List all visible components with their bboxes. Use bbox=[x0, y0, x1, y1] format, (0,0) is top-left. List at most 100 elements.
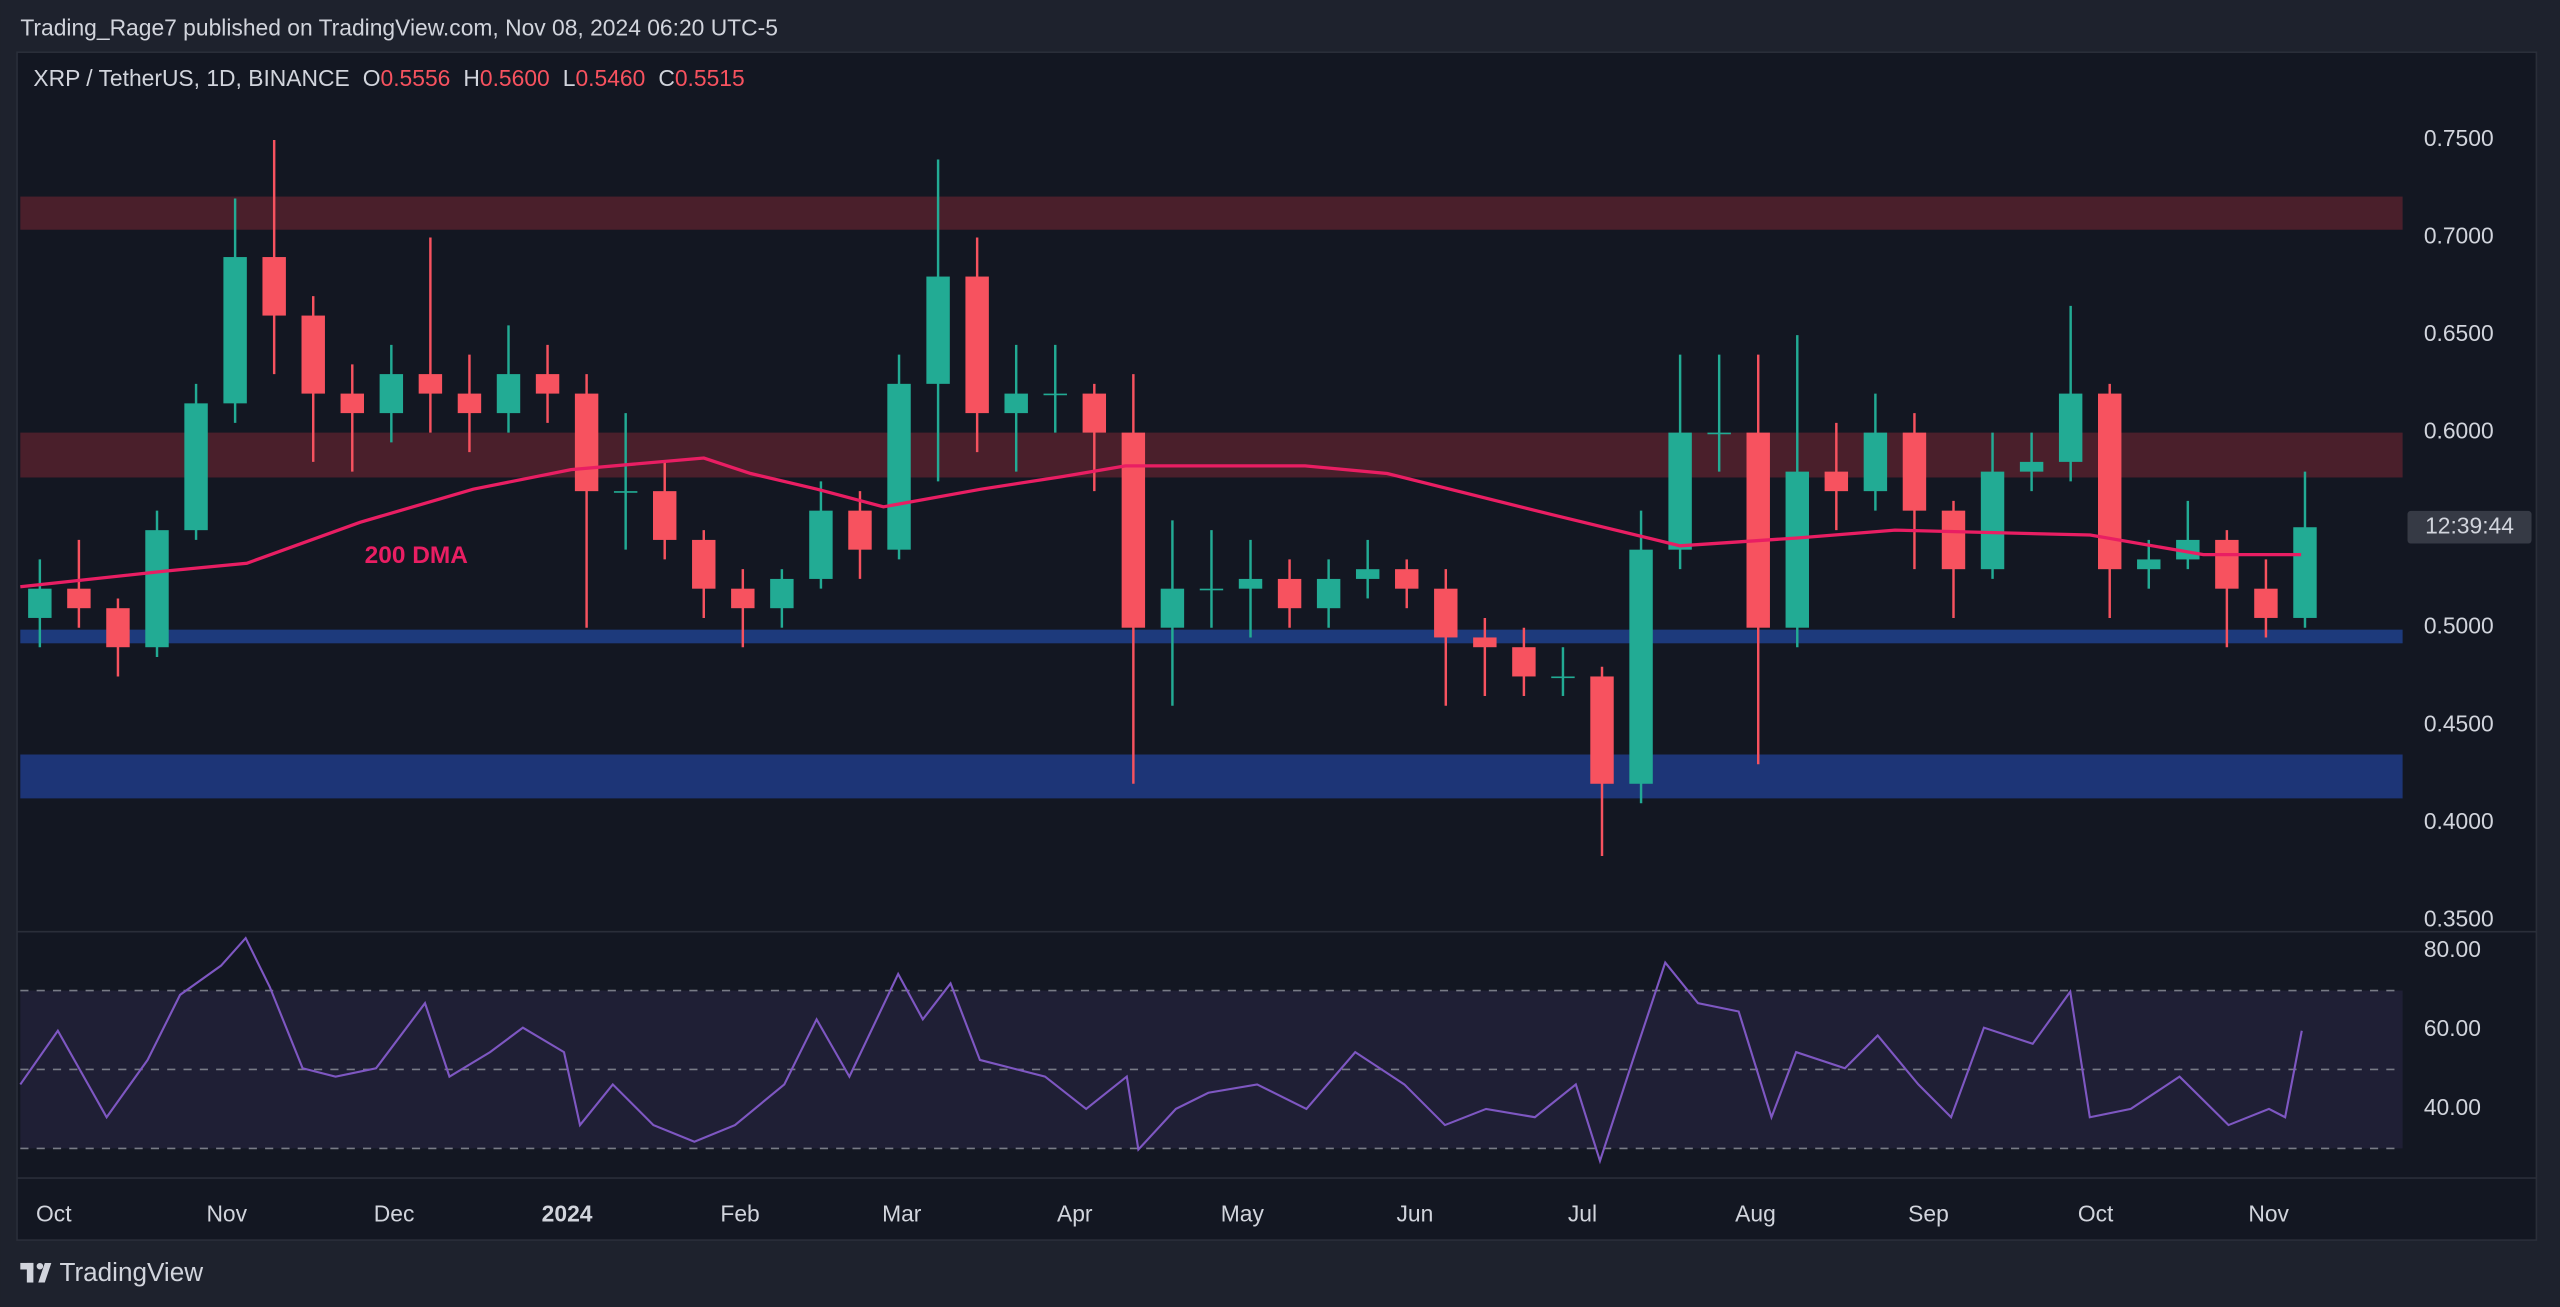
candle-body bbox=[652, 491, 677, 540]
candle-body bbox=[1082, 393, 1107, 433]
candle-body bbox=[1512, 647, 1536, 677]
candle-body bbox=[1199, 588, 1224, 591]
candle-body bbox=[1004, 393, 1028, 414]
candle-body bbox=[1941, 510, 1966, 570]
footer-logo bbox=[20, 1262, 52, 1283]
candle-body bbox=[2254, 588, 2278, 618]
candle-body bbox=[67, 588, 91, 609]
candle-body bbox=[2293, 527, 2317, 618]
candle-body bbox=[457, 393, 482, 414]
zone bbox=[20, 432, 2403, 478]
x-tick-label: Sep bbox=[1908, 1201, 1949, 1227]
ma-label: 200 DMA bbox=[365, 542, 469, 569]
candle-body bbox=[848, 510, 872, 550]
symbol-legend: XRP / TetherUS, 1D, BINANCE O0.5556 H0.560… bbox=[33, 65, 744, 91]
x-tick-label: Dec bbox=[374, 1201, 415, 1227]
x-tick-label: Mar bbox=[882, 1201, 922, 1227]
candle-body bbox=[184, 403, 208, 531]
header: Trading_Rage7 published on TradingView.c… bbox=[20, 14, 778, 40]
candle-body bbox=[1434, 588, 1458, 638]
zone bbox=[20, 754, 2403, 799]
candle-body bbox=[1238, 578, 1263, 589]
candle-body bbox=[223, 257, 247, 404]
candle-body bbox=[1668, 432, 1692, 550]
countdown-label: 12:39:44 bbox=[2425, 512, 2514, 538]
x-tick-label: Oct bbox=[2078, 1201, 2114, 1227]
candle-body bbox=[1355, 569, 1380, 579]
candle-body bbox=[2019, 461, 2044, 472]
candle-body bbox=[1707, 432, 1731, 435]
y-tick-label: 0.3500 bbox=[2424, 905, 2494, 931]
candle-body bbox=[613, 491, 638, 493]
candle-body bbox=[2058, 393, 2083, 462]
candle-body bbox=[1629, 549, 1653, 784]
ohlc-key: H bbox=[463, 65, 480, 91]
y-tick-label: 0.4500 bbox=[2424, 710, 2494, 736]
candle-body bbox=[262, 257, 286, 316]
candle-body bbox=[1590, 676, 1614, 784]
candle-body bbox=[1395, 569, 1419, 589]
y-tick-label: 0.6000 bbox=[2424, 418, 2494, 444]
candle-body bbox=[1746, 432, 1770, 628]
x-tick-label: Jun bbox=[1397, 1201, 1434, 1227]
x-tick-label: Jul bbox=[1568, 1201, 1597, 1227]
candle-body bbox=[496, 374, 521, 414]
ohlc-key: C bbox=[658, 65, 675, 91]
ma-line bbox=[20, 456, 2302, 589]
x-tick-label: Nov bbox=[206, 1201, 247, 1227]
candle-body bbox=[145, 530, 169, 648]
footer-brand: TradingView bbox=[59, 1257, 203, 1287]
y-tick-label: 0.5000 bbox=[2424, 613, 2494, 639]
x-tick-label: Apr bbox=[1057, 1201, 1093, 1227]
x-tick-label: Nov bbox=[2248, 1201, 2289, 1227]
candle-body bbox=[1160, 588, 1185, 628]
rsi-tick-label: 40.00 bbox=[2424, 1094, 2481, 1120]
candle-body bbox=[28, 588, 52, 618]
candle-body bbox=[2097, 393, 2122, 570]
candle-body bbox=[301, 315, 325, 394]
candle-body bbox=[2215, 539, 2239, 589]
symbol: XRP / TetherUS, 1D, BINANCE bbox=[33, 65, 349, 91]
candle-body bbox=[809, 510, 833, 579]
x-tick-label: Feb bbox=[720, 1201, 759, 1227]
ohlc-value: 0.5556 bbox=[381, 65, 451, 91]
candle-body bbox=[887, 383, 911, 550]
ohlc-key: L bbox=[563, 65, 576, 91]
candle-body bbox=[965, 276, 989, 414]
candle-body bbox=[1473, 637, 1497, 648]
zone bbox=[20, 629, 2403, 644]
ohlc-key: O bbox=[363, 65, 381, 91]
candle-body bbox=[770, 578, 794, 609]
rsi-line bbox=[19, 936, 2303, 1165]
candle-body bbox=[106, 608, 130, 648]
ohlc-value: 0.5600 bbox=[480, 65, 550, 91]
y-tick-label: 0.7000 bbox=[2424, 223, 2494, 249]
candle-body bbox=[1824, 471, 1849, 492]
ohlc-value: 0.5460 bbox=[575, 65, 645, 91]
candle-body bbox=[1785, 471, 1809, 628]
x-tick-label: Oct bbox=[36, 1201, 72, 1227]
rsi-tick-label: 60.00 bbox=[2424, 1015, 2481, 1041]
x-tick-label: Aug bbox=[1735, 1201, 1776, 1227]
y-tick-label: 0.6500 bbox=[2424, 320, 2494, 346]
ohlc-value: 0.5515 bbox=[675, 65, 745, 91]
candle-body bbox=[731, 588, 755, 609]
candle-body bbox=[1316, 578, 1341, 609]
candle-body bbox=[1980, 471, 2005, 570]
candle-body bbox=[1551, 676, 1575, 679]
rsi-tick-label: 80.00 bbox=[2424, 936, 2481, 962]
candle-body bbox=[692, 539, 716, 589]
candle-body bbox=[1277, 578, 1302, 609]
candle-body bbox=[535, 374, 560, 394]
candle-body bbox=[340, 393, 364, 414]
y-tick-label: 0.7500 bbox=[2424, 125, 2494, 151]
candle-body bbox=[418, 374, 443, 394]
candle-body bbox=[574, 393, 599, 492]
candle-body bbox=[1863, 432, 1888, 492]
candle-body bbox=[2137, 559, 2161, 570]
x-tick-label: May bbox=[1221, 1201, 1265, 1227]
y-tick-label: 0.4000 bbox=[2424, 808, 2494, 834]
zone bbox=[20, 196, 2403, 230]
candle-body bbox=[1043, 393, 1067, 396]
